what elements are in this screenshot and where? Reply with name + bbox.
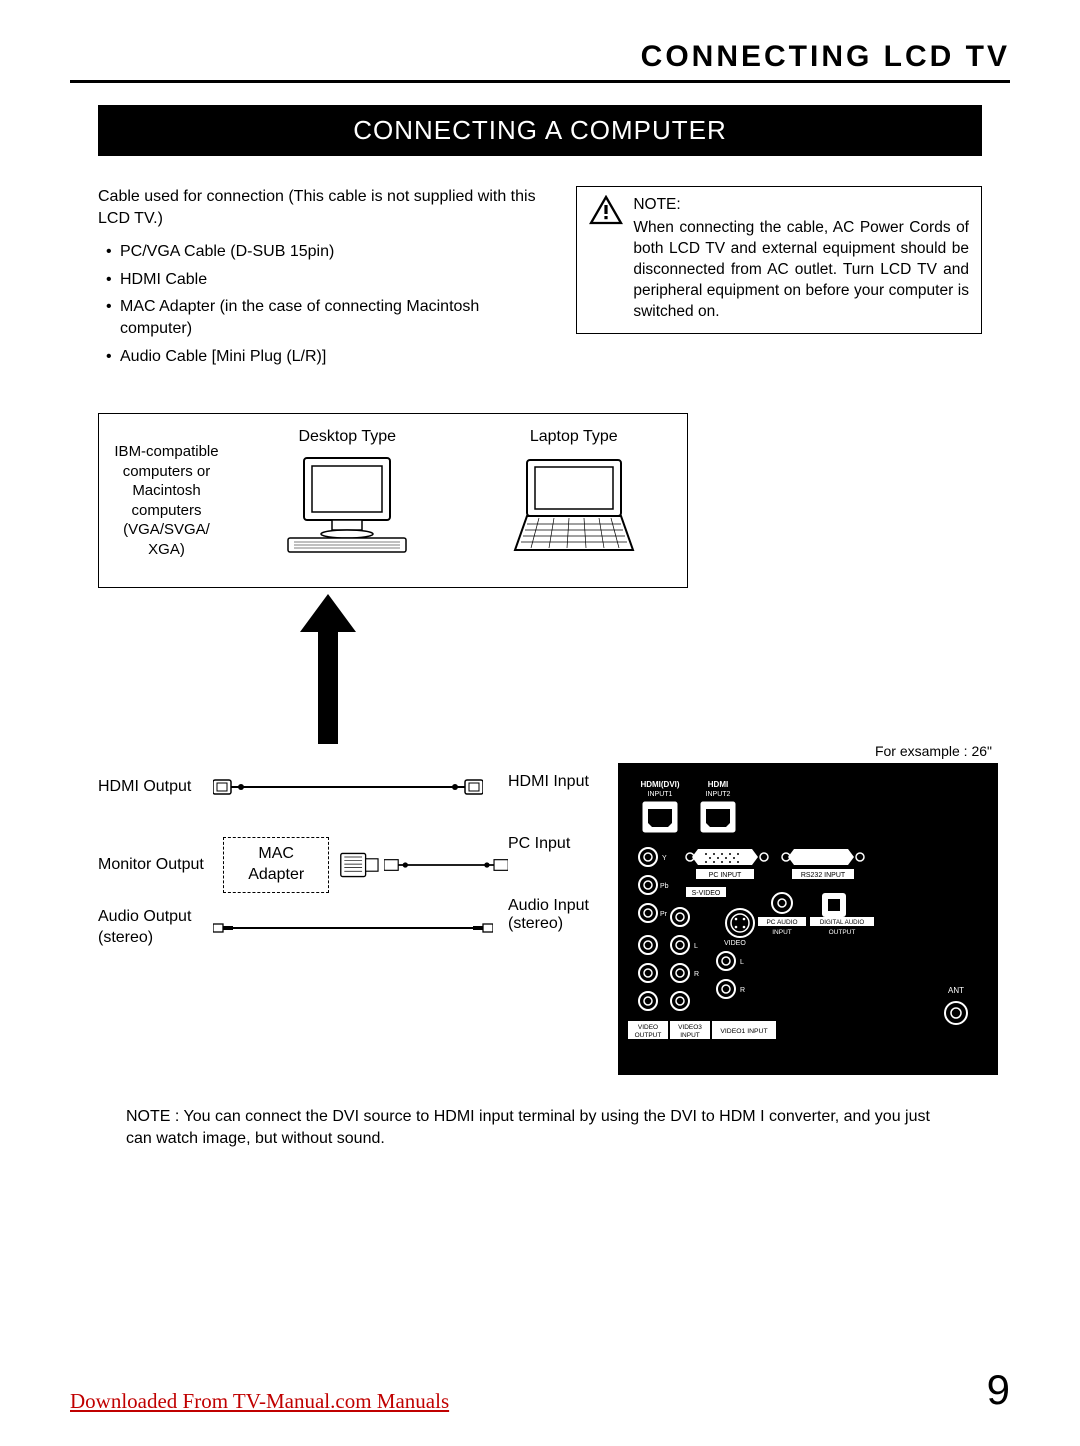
computer-types-box: IBM-compatible computers or Macintosh co… (98, 413, 688, 588)
hdmi-output-label: HDMI Output (98, 777, 213, 798)
svg-text:VIDEO3: VIDEO3 (678, 1024, 702, 1031)
vga-adapter-icon (339, 848, 383, 882)
intro-columns: Cable used for connection (This cable is… (98, 186, 982, 373)
svg-text:ANT: ANT (948, 986, 964, 995)
svg-text:R: R (740, 987, 745, 994)
output-labels: HDMI Output Monitor Output MAC Adapter (98, 745, 508, 978)
svg-text:Y: Y (662, 855, 667, 862)
connection-row: HDMI Output Monitor Output MAC Adapter (98, 745, 982, 1080)
svg-text:INPUT2: INPUT2 (706, 791, 731, 798)
svg-text:INPUT: INPUT (772, 929, 792, 936)
svg-text:VIDEO: VIDEO (638, 1024, 658, 1031)
svg-text:RS232 INPUT: RS232 INPUT (801, 872, 846, 879)
svg-text:Pr: Pr (660, 911, 668, 918)
note-box: NOTE: When connecting the cable, AC Powe… (576, 186, 982, 334)
cable-intro-text: Cable used for connection (This cable is… (98, 186, 546, 229)
laptop-label: Laptop Type (469, 428, 680, 446)
svg-text:VIDEO: VIDEO (724, 940, 746, 947)
svg-text:Pb: Pb (660, 883, 669, 890)
svg-text:L: L (694, 943, 698, 950)
svg-text:DIGITAL AUDIO: DIGITAL AUDIO (820, 919, 865, 926)
svg-text:L: L (740, 959, 744, 966)
computer-types-side-label: IBM-compatible computers or Macintosh co… (99, 414, 234, 587)
cable-list: PC/VGA Cable (D-SUB 15pin) HDMI Cable MA… (98, 241, 546, 367)
title-rule (70, 80, 1010, 83)
diagram: IBM-compatible computers or Macintosh co… (98, 413, 982, 1149)
page-footer: Downloaded From TV-Manual.com Manuals 9 (70, 1366, 1010, 1414)
note-text: When connecting the cable, AC Power Cord… (633, 219, 969, 320)
input-labels: HDMI Input PC Input Audio Input(stereo) (508, 745, 618, 977)
note-label: NOTE: (633, 195, 969, 216)
mac-adapter-box: MAC Adapter (223, 837, 329, 893)
svg-text:S-VIDEO: S-VIDEO (692, 890, 721, 897)
svg-text:INPUT: INPUT (680, 1032, 700, 1039)
warning-icon (589, 195, 623, 323)
svg-text:PC AUDIO: PC AUDIO (766, 919, 797, 926)
laptop-icon (509, 456, 639, 556)
monitor-output-label: Monitor Output (98, 855, 213, 876)
audio-output-label: Audio Output(stereo) (98, 907, 213, 949)
bottom-note: NOTE : You can connect the DVI source to… (126, 1106, 954, 1149)
vga-cable-icon (384, 852, 508, 878)
back-panel-icon: HDMI(DVI) INPUT1 HDMI INPUT2 Y Pb Pr (618, 745, 998, 1075)
cable-item: Audio Cable [Mini Plug (L/R)] (106, 346, 546, 368)
svg-text:OUTPUT: OUTPUT (829, 929, 856, 936)
cable-item: PC/VGA Cable (D-SUB 15pin) (106, 241, 546, 263)
source-link[interactable]: Downloaded From TV-Manual.com Manuals (70, 1389, 449, 1414)
cable-item: MAC Adapter (in the case of connecting M… (106, 296, 546, 339)
page-title: CONNECTING LCD TV (70, 40, 1010, 74)
section-banner: CONNECTING A COMPUTER (98, 105, 982, 156)
page-number: 9 (987, 1366, 1010, 1414)
pc-input-label: PC Input (508, 835, 618, 853)
svg-text:INPUT1: INPUT1 (648, 791, 673, 798)
down-arrow-icon (298, 594, 358, 744)
panel-caption: For exsample : 26" (875, 743, 992, 759)
svg-text:HDMI(DVI): HDMI(DVI) (640, 780, 679, 789)
audio-input-label: Audio Input(stereo) (508, 897, 618, 933)
desktop-label: Desktop Type (242, 428, 453, 446)
desktop-icon (282, 456, 412, 556)
hdmi-cable-icon (213, 774, 483, 800)
tv-back-panel: For exsample : 26" HDMI(DVI) INPUT1 HDMI… (618, 745, 998, 1080)
svg-text:PC INPUT: PC INPUT (709, 872, 742, 879)
audio-cable-icon (213, 917, 493, 939)
laptop-col: Laptop Type (461, 414, 688, 587)
svg-text:HDMI: HDMI (708, 780, 728, 789)
svg-text:OUTPUT: OUTPUT (635, 1032, 662, 1039)
monitor-output-row: Monitor Output MAC Adapter (98, 837, 508, 893)
hdmi-input-label: HDMI Input (508, 773, 618, 791)
hdmi-output-row: HDMI Output (98, 767, 508, 807)
audio-output-row: Audio Output(stereo) (98, 907, 508, 949)
svg-text:R: R (694, 971, 699, 978)
desktop-col: Desktop Type (234, 414, 461, 587)
note-body: NOTE: When connecting the cable, AC Powe… (633, 195, 969, 323)
cable-column: Cable used for connection (This cable is… (98, 186, 546, 373)
cable-item: HDMI Cable (106, 269, 546, 291)
svg-text:VIDEO1 INPUT: VIDEO1 INPUT (720, 1028, 767, 1035)
note-column: NOTE: When connecting the cable, AC Powe… (576, 186, 982, 373)
